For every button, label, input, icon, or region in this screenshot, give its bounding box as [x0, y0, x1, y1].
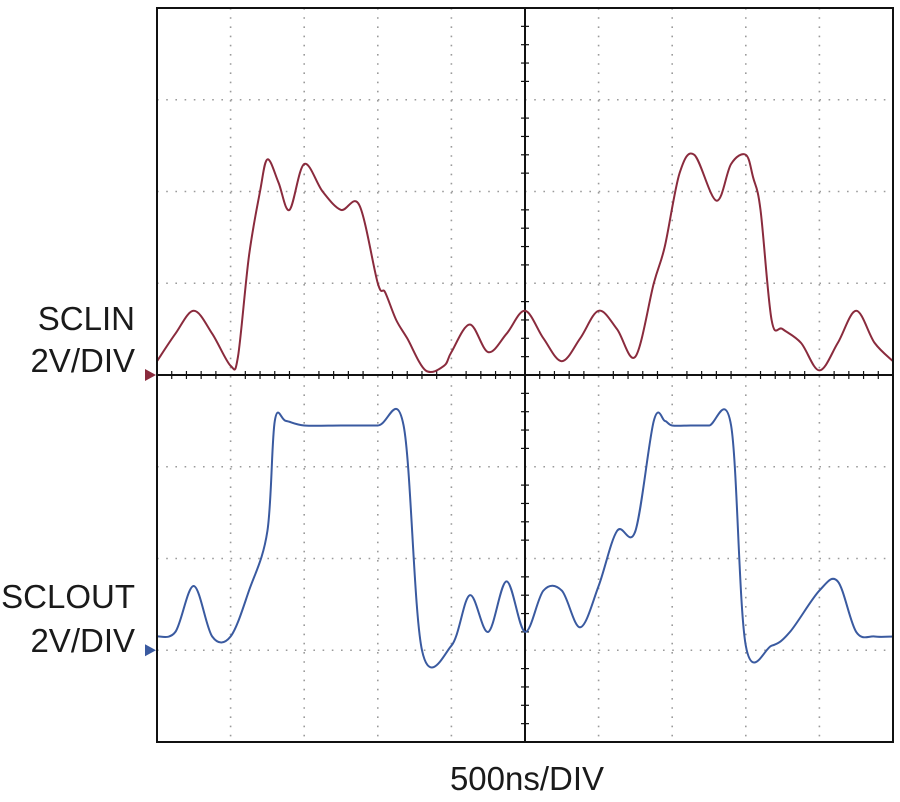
- channel-1-name: SCLIN: [38, 300, 135, 337]
- x-axis-label: 500ns/DIV: [450, 760, 604, 797]
- plot-frame: [156, 7, 894, 743]
- trace-sclout: [156, 407, 894, 669]
- channel-2-name: SCLOUT: [1, 578, 135, 615]
- ground-markers: [145, 369, 156, 657]
- channel-2-scale: 2V/DIV: [30, 622, 135, 659]
- grid: [157, 8, 893, 742]
- ground-marker-sclout: [145, 644, 156, 657]
- channel-1-scale: 2V/DIV: [30, 342, 135, 379]
- trace-sclin: [156, 152, 894, 374]
- ground-marker-sclin: [145, 369, 156, 381]
- traces: [156, 152, 894, 669]
